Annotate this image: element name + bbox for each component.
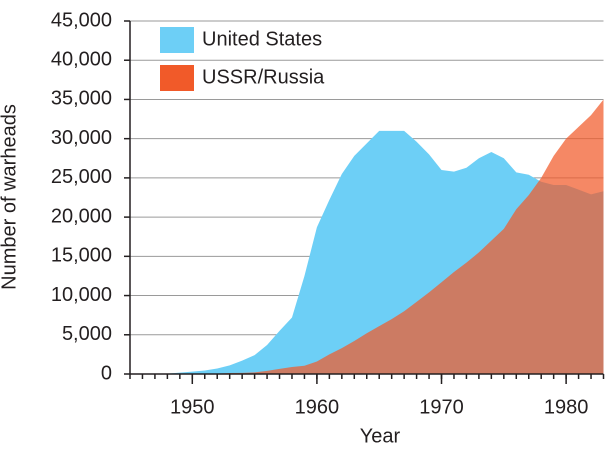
x-axis-label: Year bbox=[360, 425, 401, 447]
y-axis-label: Number of warheads bbox=[0, 104, 20, 290]
y-tick-label: 25,000 bbox=[51, 166, 112, 188]
y-tick-label: 40,000 bbox=[51, 49, 112, 71]
x-tick-label: 1950 bbox=[170, 396, 215, 418]
y-tick-label: 5,000 bbox=[62, 323, 112, 345]
y-tick-label: 10,000 bbox=[51, 284, 112, 306]
x-tick-label: 1960 bbox=[295, 396, 340, 418]
legend-label: USSR/Russia bbox=[202, 66, 325, 88]
legend-swatch bbox=[160, 27, 194, 53]
y-tick-label: 35,000 bbox=[51, 88, 112, 110]
y-tick-label: 15,000 bbox=[51, 245, 112, 267]
y-tick-label: 0 bbox=[101, 362, 112, 384]
area bbox=[130, 99, 604, 374]
x-tick-label: 1980 bbox=[544, 396, 589, 418]
y-tick-label: 30,000 bbox=[51, 127, 112, 149]
legend-swatch bbox=[160, 65, 194, 91]
y-tick-label: 45,000 bbox=[51, 9, 112, 31]
y-tick-label: 20,000 bbox=[51, 205, 112, 227]
x-tick-label: 1970 bbox=[419, 396, 464, 418]
legend-label: United States bbox=[202, 28, 322, 50]
